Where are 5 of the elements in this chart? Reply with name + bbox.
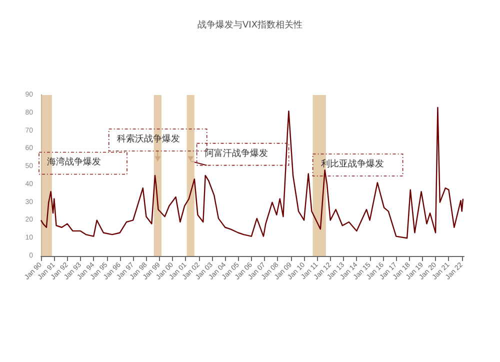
band-label: 科索沃战争爆发 (116, 133, 180, 144)
chart-title: 战争爆发与VIX指数相关性 (198, 20, 302, 30)
band-label: 海湾战争爆发 (47, 156, 101, 168)
band-label: 阿富汗战争爆发 (204, 148, 268, 159)
band-label: 利比亚战争爆发 (320, 158, 384, 170)
